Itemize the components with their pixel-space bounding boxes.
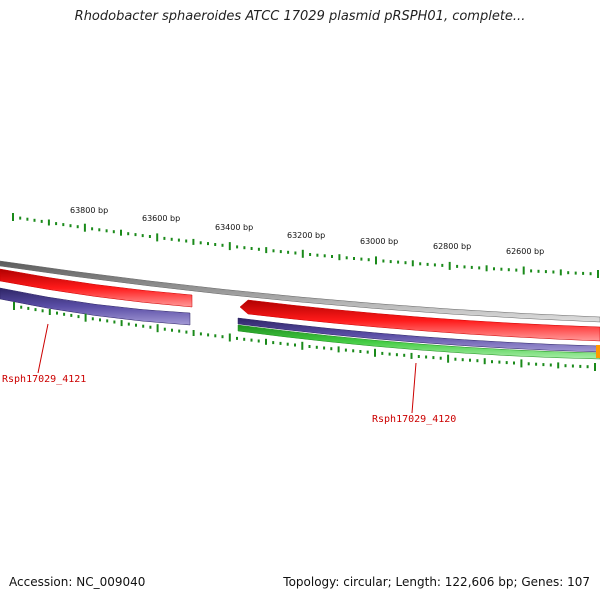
feature-red-right[interactable] [239, 299, 600, 342]
feature-orange-marker[interactable] [596, 345, 600, 358]
gene-callout-line-4121 [37, 323, 49, 374]
feature-purple-right[interactable] [237, 317, 600, 353]
gene-label-4120[interactable]: Rsph17029_4120 [372, 414, 456, 425]
scale-label-63400: 63400 bp [215, 223, 253, 232]
backbone-track [0, 260, 600, 323]
accession-text: Accession: NC_009040 [9, 575, 146, 589]
gene-label-4121[interactable]: Rsph17029_4121 [2, 374, 86, 385]
genome-summary-text: Topology: circular; Length: 122,606 bp; … [283, 575, 590, 589]
inner-tick-row [13, 302, 596, 371]
scale-label-63200: 63200 bp [287, 231, 325, 240]
feature-green-right[interactable] [237, 324, 600, 360]
scale-label-62800: 62800 bp [433, 242, 471, 251]
scale-label-62600: 62600 bp [506, 247, 544, 256]
scale-label-63000: 63000 bp [360, 237, 398, 246]
feature-red-left[interactable] [0, 268, 193, 308]
map-title: Rhodobacter sphaeroides ATCC 17029 plasm… [74, 9, 526, 24]
scale-label-63800: 63800 bp [70, 206, 108, 215]
scale-label-63600: 63600 bp [142, 214, 180, 223]
outer-tick-row [12, 213, 599, 278]
feature-purple-left[interactable] [0, 287, 191, 326]
gene-callout-line-4120 [411, 362, 417, 414]
